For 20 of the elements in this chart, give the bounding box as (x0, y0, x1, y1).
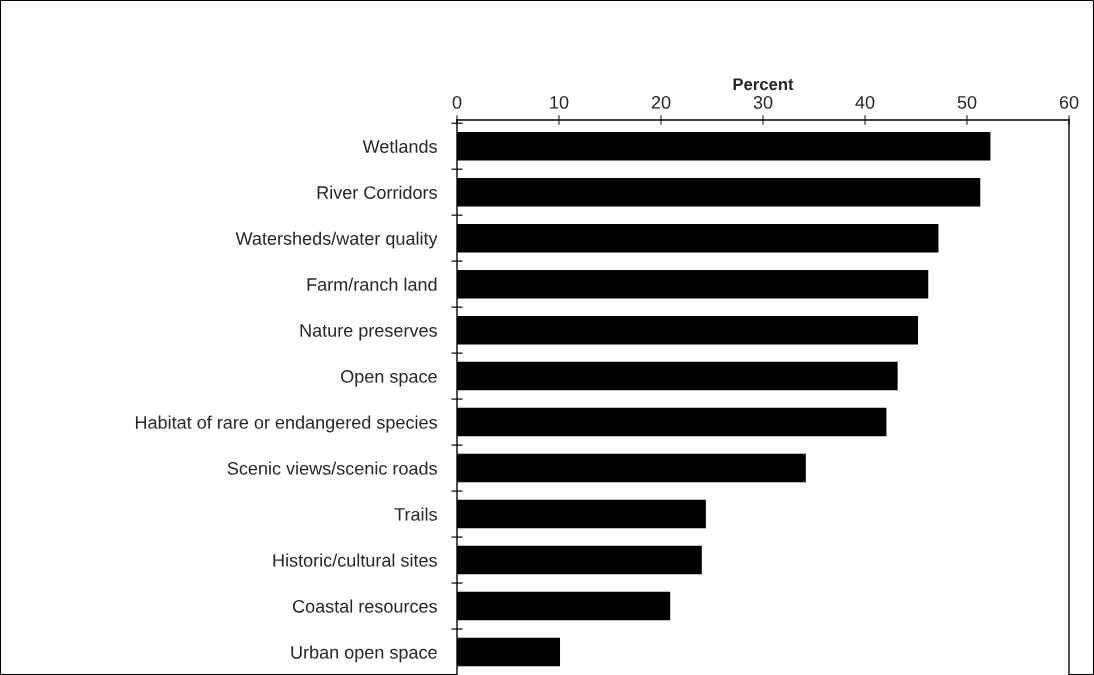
y-tick-label: Habitat of rare or endangered species (135, 415, 437, 433)
y-tick-label: River Corridors (317, 185, 437, 199)
y-tick-label: Open space (341, 370, 437, 387)
x-tick-label: 40 (855, 96, 875, 109)
x-tick-label: 50 (957, 96, 977, 109)
y-tick-label: Urban open space (291, 645, 437, 663)
y-tick-label: Coastal resources (292, 599, 437, 613)
x-tick-label: 30 (753, 96, 773, 109)
y-tick-label: Watersheds/water quality (235, 231, 438, 249)
x-tick-label: 0 (452, 96, 462, 109)
x-tick-label: 60 (1059, 96, 1079, 109)
y-tick-label: Historic/cultural sites (273, 553, 437, 567)
y-tick-label: Farm/ranch land (307, 277, 437, 291)
x-tick-label: 20 (651, 96, 671, 109)
y-tick-label: Trails (394, 507, 437, 521)
y-tick-label: Wetlands (362, 139, 437, 153)
x-axis-title: Percent (733, 78, 794, 91)
y-tick-label: Nature preserves (300, 324, 437, 341)
x-tick-label: 10 (550, 96, 569, 109)
y-tick-label: Scenic views/scenic roads (227, 461, 437, 475)
